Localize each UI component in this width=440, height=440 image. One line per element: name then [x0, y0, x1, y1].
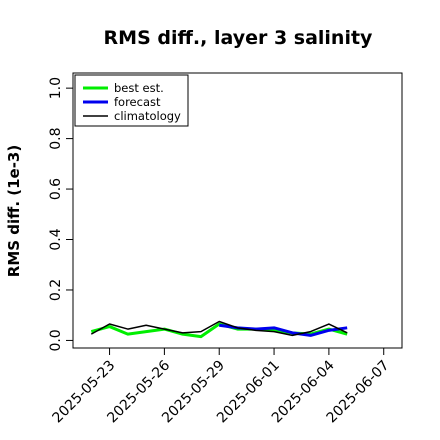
legend-label: best est. — [114, 81, 164, 95]
series-line-climatology — [90, 320, 348, 337]
y-tick-label: 0.8 — [48, 127, 64, 149]
legend-label: forecast — [114, 95, 161, 109]
y-tick-label: 0.6 — [48, 178, 64, 200]
y-axis: 0.0 0.2 0.4 0.6 0.8 1.0 — [48, 77, 73, 352]
y-tick-label: 0.4 — [48, 228, 64, 250]
y-tick-label: 1.0 — [48, 77, 64, 99]
plot-frame — [72, 72, 403, 349]
series-lines — [90, 320, 348, 339]
y-tick-label: 0.2 — [48, 279, 64, 301]
x-axis: 2025-05-232025-05-262025-05-292025-06-01… — [50, 348, 393, 426]
chart-title: RMS diff., layer 3 salinity — [104, 27, 374, 49]
y-axis-label: RMS diff. (1e-3) — [5, 145, 23, 277]
y-tick-label: 0.0 — [48, 329, 64, 351]
legend-label: climatology — [114, 109, 181, 123]
